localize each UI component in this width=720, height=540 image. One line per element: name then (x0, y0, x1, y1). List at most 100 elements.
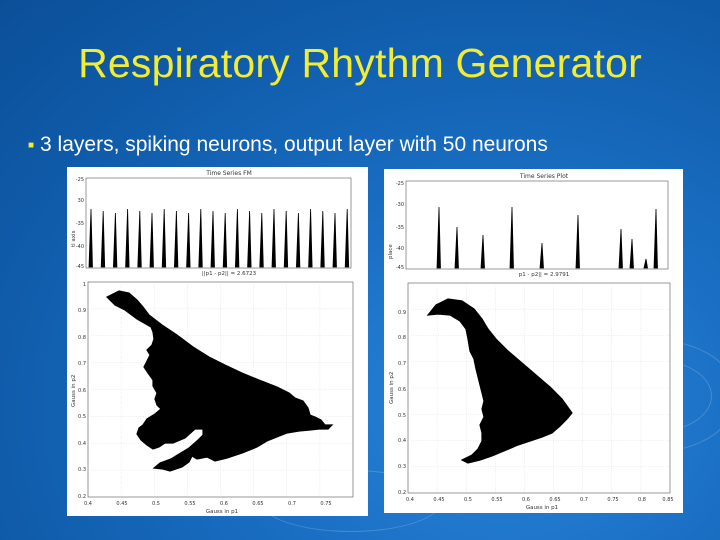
right-bottom-ytick: 0.5 (398, 413, 406, 419)
figure-left: Time Series FM tl axis -25 30 -35 -40 -4… (67, 167, 368, 516)
spike-mark (222, 212, 228, 268)
left-bottom-xtick: 0.4 (84, 501, 92, 507)
left-bottom-ytick: 0.5 (78, 414, 86, 420)
right-spike-train (436, 206, 658, 269)
left-bottom-ytick: 1 (83, 282, 86, 288)
left-bottom-xtick: 0.6 (220, 501, 228, 507)
spike-mark (198, 208, 203, 268)
spike-mark (308, 208, 313, 268)
right-top-ytick: -35 (396, 225, 404, 231)
right-bottom-ytick: 0.4 (398, 438, 406, 444)
spike-mark (186, 212, 191, 268)
spike-mark (332, 212, 337, 268)
spike-mark (247, 210, 252, 268)
left-spike-train (88, 208, 350, 268)
left-top-ylabel: tl axis (71, 230, 77, 247)
right-bottom-ytick: 0.2 (398, 490, 406, 496)
spike-mark (653, 208, 658, 269)
right-norm-label: p1 - p2|| = 2.9791 (519, 272, 570, 278)
right-bottom-xtick: 0.7 (580, 497, 588, 503)
left-bottom-ylabel: Gauss in p2 (71, 375, 77, 407)
left-norm-label: ||p1 - p2|| = 2.6723 (202, 271, 257, 277)
spike-mark (259, 212, 264, 268)
left-top-axes (85, 177, 352, 269)
spike-mark (320, 210, 325, 268)
right-bottom-ytick: 0.7 (398, 361, 406, 367)
left-top-ytick: -45 (76, 264, 84, 270)
left-bottom-ytick: 0.2 (78, 494, 86, 500)
spike-mark (210, 210, 215, 268)
left-bottom-xtick: 0.55 (184, 501, 195, 507)
right-bottom-xtick: 0.55 (491, 497, 502, 503)
spike-mark (509, 206, 514, 269)
left-top-ytick: -25 (76, 177, 84, 183)
right-phase-trajectory (426, 298, 573, 464)
right-bottom-xtick: 0.65 (549, 497, 560, 503)
left-bottom-ytick: 0.4 (78, 441, 86, 447)
left-bottom-ytick: 0.8 (78, 335, 86, 341)
left-bottom-xtick: 0.5 (152, 501, 160, 507)
left-phase-trajectory (105, 290, 334, 472)
spike-mark (173, 210, 179, 268)
right-bottom-xlabel: Gauss in p1 (526, 505, 558, 511)
right-top-title: Time Series Plot (519, 173, 569, 180)
spike-mark (436, 206, 441, 269)
right-bottom-xtick: 0.45 (433, 497, 444, 503)
left-bottom-xtick: 0.7 (288, 501, 296, 507)
right-top-ytick: -40 (396, 246, 404, 252)
right-bottom-xtick: 0.4 (406, 497, 414, 503)
spike-mark (575, 214, 580, 269)
spike-mark (112, 212, 118, 268)
spike-mark (100, 210, 106, 268)
right-top-axes (405, 180, 669, 270)
left-bottom-ytick: 0.9 (78, 308, 86, 314)
right-bottom-ytick: 0.6 (398, 387, 406, 393)
left-bottom-xlabel: Gauss in p1 (206, 509, 238, 515)
right-bottom-xtick: 0.85 (662, 497, 673, 503)
spike-mark (271, 208, 276, 268)
spike-mark (283, 210, 289, 268)
right-bottom-xtick: 0.5 (464, 497, 472, 503)
right-bottom-xtick: 0.75 (607, 497, 618, 503)
left-top-ytick: 30 (78, 198, 84, 204)
figure-right: Time Series Plot place -25 -30 -35 -40 -… (384, 169, 683, 513)
left-bottom-xtick: 0.75 (320, 501, 331, 507)
spike-mark (454, 226, 459, 269)
right-top-ytick: -30 (396, 202, 404, 208)
right-bottom-ytick: 0.9 (398, 310, 406, 316)
left-top-ytick: -35 (76, 221, 84, 227)
spike-mark (629, 238, 634, 269)
spike-mark (125, 208, 130, 268)
spike-mark (161, 208, 167, 268)
right-bottom-ylabel: Gauss in p2 (389, 372, 395, 404)
right-bottom-ytick: 0.8 (398, 335, 406, 341)
spike-mark (480, 234, 485, 269)
bullet-icon: ■ (28, 140, 35, 151)
left-bottom-ytick: 0.3 (78, 467, 86, 473)
left-bottom-xtick: 0.65 (252, 501, 263, 507)
spike-mark (618, 228, 623, 269)
right-top-ytick: -45 (396, 265, 404, 271)
left-phase-fringe (156, 355, 216, 412)
left-bottom-ytick: 0.7 (78, 361, 86, 367)
spike-mark (88, 208, 93, 268)
left-top-ytick: -40 (76, 244, 84, 250)
spike-mark (234, 208, 240, 268)
right-bottom-xtick: 0.8 (638, 497, 646, 503)
slide-title: Respiratory Rhythm Generator (78, 40, 642, 86)
left-top-title: Time Series FM (205, 170, 252, 177)
spike-mark (295, 212, 301, 268)
spike-mark (137, 210, 142, 268)
spike-mark (539, 242, 544, 269)
right-bottom-ytick: 0.3 (398, 464, 406, 470)
spike-mark (643, 258, 648, 269)
left-bottom-xtick: 0.45 (116, 501, 127, 507)
right-top-ylabel: place (388, 244, 394, 259)
bullet-text: 3 layers, spiking neurons, output layer … (40, 133, 548, 156)
spike-mark (149, 212, 154, 268)
right-top-ytick: -25 (396, 181, 404, 187)
right-bottom-xtick: 0.6 (522, 497, 530, 503)
left-bottom-ytick: 0.6 (78, 388, 86, 394)
spike-mark (344, 208, 350, 268)
